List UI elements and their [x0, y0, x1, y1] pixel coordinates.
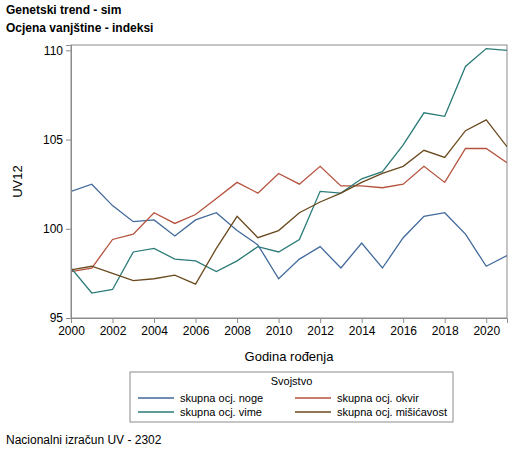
tick-mark	[279, 318, 280, 323]
tick: 2016	[390, 318, 417, 338]
tick-mark	[66, 229, 71, 230]
legend-label: skupna ocj. vime	[180, 406, 262, 418]
x-axis-title: Godina rođenja	[245, 349, 335, 364]
y-axis: 95 100 105 110	[43, 44, 72, 326]
tick-label: 2012	[307, 324, 334, 338]
tick: 2010	[266, 318, 293, 338]
tick: 105	[43, 133, 71, 147]
tick-label: 100	[43, 222, 63, 236]
tick-mark	[320, 318, 321, 323]
tick-label: 2018	[432, 324, 459, 338]
tick-mark	[445, 318, 446, 323]
series-line	[71, 49, 507, 293]
axis-line	[66, 46, 72, 319]
legend-swatch	[295, 411, 331, 412]
subtitle: Ocjena vanjštine - indeksi	[6, 21, 153, 35]
tick: 95	[50, 311, 71, 325]
tick-mark	[66, 50, 71, 51]
chart: Genetski trend - sim Ocjena vanjštine - i…	[0, 0, 529, 454]
legend-box	[130, 372, 453, 422]
tick: 2018	[432, 318, 459, 338]
tick: 100	[43, 222, 71, 236]
tick: 2012	[307, 318, 334, 338]
legend-label: skupna ocj. noge	[180, 392, 263, 404]
series-line	[71, 148, 507, 271]
tick-mark	[196, 318, 197, 323]
tick-label: 2016	[390, 324, 417, 338]
tick-mark	[486, 318, 487, 323]
x-axis: 2000 2002 2004 2006 2008 2010 2012 2014 2016 2018…	[58, 318, 507, 338]
tick-mark	[113, 318, 114, 323]
footnote: Nacionalni izračun UV - 2302	[6, 433, 162, 447]
legend-swatch	[138, 411, 174, 412]
tick: 2002	[100, 318, 127, 338]
axis-line	[72, 319, 508, 324]
legend-swatch	[295, 397, 331, 398]
tick: 2006	[183, 318, 210, 338]
tick: 2004	[141, 318, 168, 338]
tick-mark	[362, 318, 363, 323]
tick-label: 105	[43, 133, 63, 147]
tick-mark	[154, 318, 155, 323]
tick: 2020	[473, 318, 500, 338]
tick: 2008	[224, 318, 251, 338]
tick-label: 95	[50, 311, 64, 325]
tick-mark	[66, 318, 71, 319]
legend: Svojstvo skupna ocj. noge skupna ocj. okvi…	[130, 372, 453, 422]
tick-mark	[237, 318, 238, 323]
tick-label: 2002	[100, 324, 127, 338]
plot-frame	[71, 45, 507, 318]
tick-label: 2014	[349, 324, 376, 338]
tick-label: 2010	[266, 324, 293, 338]
tick: 2014	[349, 318, 376, 338]
tick-label: 2000	[58, 324, 85, 338]
tick-label: 2004	[141, 324, 168, 338]
legend-label: skupna ocj. mišićavost	[337, 406, 447, 418]
legend-swatch	[138, 397, 174, 398]
plot: 2000 2002 2004 2006 2008 2010 2012 2014 2016 2018…	[43, 44, 508, 338]
tick-label: 110	[44, 44, 63, 58]
series-line	[71, 120, 507, 284]
tick-label: 2008	[224, 324, 251, 338]
legend-title: Svojstvo	[271, 375, 313, 387]
series-group	[71, 49, 507, 293]
y-axis-title: UV12	[10, 165, 25, 198]
tick: 110	[44, 44, 71, 58]
tick-mark	[403, 318, 404, 323]
tick-label: 2006	[183, 324, 210, 338]
tick-mark	[66, 140, 71, 141]
title: Genetski trend - sim	[6, 3, 121, 17]
tick-label: 2020	[473, 324, 500, 338]
legend-label: skupna ocj. okvir	[337, 392, 419, 404]
